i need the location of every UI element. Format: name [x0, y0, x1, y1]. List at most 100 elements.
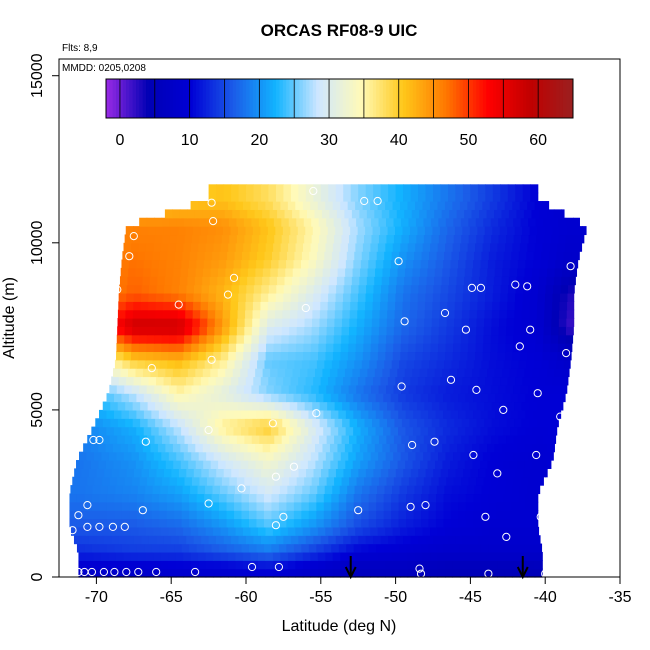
heatmap-cell: [188, 460, 197, 469]
heatmap-cell: [520, 334, 529, 344]
heatmap-cell: [153, 451, 162, 461]
observation-point: [526, 325, 535, 334]
heatmap-cell: [255, 368, 264, 378]
heatmap-cell: [368, 393, 377, 403]
heatmap-cell: [396, 209, 405, 219]
heatmap-cell: [329, 276, 338, 286]
heatmap-cell: [490, 351, 499, 361]
heatmap-cell: [392, 242, 401, 252]
colorbar-tick-label: 60: [529, 132, 547, 149]
heatmap-cell: [329, 368, 339, 378]
heatmap-cell: [393, 217, 402, 227]
heatmap-cell: [212, 485, 221, 495]
heatmap-cell: [500, 376, 509, 386]
heatmap-cell: [476, 318, 485, 327]
heatmap-cell: [464, 267, 473, 277]
heatmap-cell: [517, 409, 526, 419]
heatmap-cell: [443, 518, 452, 528]
observation-point: [268, 419, 277, 428]
heatmap-cell: [393, 334, 402, 344]
heatmap-cell: [401, 418, 411, 428]
heatmap-cell: [498, 234, 507, 244]
heatmap-cell: [378, 476, 388, 486]
heatmap-cell: [463, 284, 472, 294]
colorbar-segment: [516, 79, 521, 118]
heatmap-cell: [244, 401, 253, 411]
colorbar-segment: [362, 79, 367, 118]
heatmap-cell: [322, 460, 331, 469]
observation-point: [301, 303, 310, 313]
heatmap-cell: [318, 384, 327, 394]
heatmap-cell: [232, 267, 241, 277]
heatmap-cell: [237, 401, 246, 411]
heatmap-cell: [462, 292, 471, 302]
heatmap-cell: [417, 309, 426, 319]
heatmap-cell: [179, 284, 188, 294]
heatmap-cell: [172, 443, 181, 453]
heatmap-cell: [159, 518, 168, 528]
heatmap-cell: [347, 201, 356, 210]
heatmap-cell: [73, 535, 83, 545]
heatmap-cell: [393, 434, 402, 444]
heatmap-cell: [476, 401, 485, 411]
heatmap-cell: [312, 301, 321, 311]
heatmap-cell: [211, 543, 220, 553]
heatmap-cell: [237, 301, 247, 311]
heatmap-cell: [506, 326, 515, 336]
heatmap-cell: [270, 443, 279, 453]
heatmap-cell: [109, 384, 118, 394]
heatmap-cell: [525, 393, 534, 403]
heatmap-cell: [367, 368, 376, 378]
heatmap-cell: [351, 209, 360, 219]
heatmap-cell: [536, 401, 545, 411]
heatmap-cell: [477, 226, 486, 236]
heatmap-cell: [180, 443, 189, 453]
heatmap-cell: [310, 560, 319, 570]
heatmap-cell: [106, 493, 115, 503]
heatmap-cell: [250, 526, 259, 536]
heatmap-cell: [536, 309, 545, 319]
heatmap-cell: [148, 226, 157, 236]
heatmap-cell: [416, 434, 425, 444]
heatmap-cell: [437, 551, 446, 561]
heatmap-cell: [373, 284, 382, 294]
heatmap-cell: [398, 426, 407, 436]
heatmap-cell: [350, 535, 359, 545]
colorbar-segment: [166, 79, 170, 118]
heatmap-cell: [221, 476, 230, 486]
heatmap-cell: [167, 359, 176, 369]
heatmap-cell: [160, 560, 169, 570]
heatmap-cell: [130, 485, 139, 495]
heatmap-cell: [199, 384, 208, 394]
heatmap-cell: [133, 226, 142, 236]
heatmap-cell: [500, 468, 509, 478]
heatmap-cell: [417, 292, 426, 302]
heatmap-cell: [115, 560, 124, 570]
observation-point: [207, 198, 216, 207]
heatmap-cell: [335, 301, 344, 311]
heatmap-cell: [287, 526, 296, 536]
heatmap-cell: [287, 551, 296, 561]
heatmap-cell: [494, 209, 503, 219]
heatmap-cell: [544, 401, 553, 411]
observation-point: [191, 567, 200, 577]
heatmap-cell: [431, 418, 440, 428]
heatmap-cell: [504, 568, 513, 578]
heatmap-cell: [508, 276, 517, 286]
heatmap-cell: [283, 376, 292, 386]
heatmap-cell: [349, 476, 358, 486]
heatmap-cell: [406, 510, 415, 520]
heatmap-cell: [502, 460, 511, 469]
heatmap-cell: [295, 242, 304, 252]
heatmap-cell: [307, 460, 316, 469]
heatmap-cell: [467, 560, 476, 570]
heatmap-cell: [139, 334, 148, 344]
heatmap-cell: [233, 426, 242, 436]
heatmap-cell: [504, 485, 513, 495]
colorbar-segment: [109, 79, 114, 118]
heatmap-cell: [402, 226, 411, 236]
heatmap-cell: [525, 543, 534, 553]
heatmap-cell: [147, 418, 156, 428]
heatmap-cell: [262, 368, 271, 378]
heatmap-cell: [491, 418, 500, 428]
